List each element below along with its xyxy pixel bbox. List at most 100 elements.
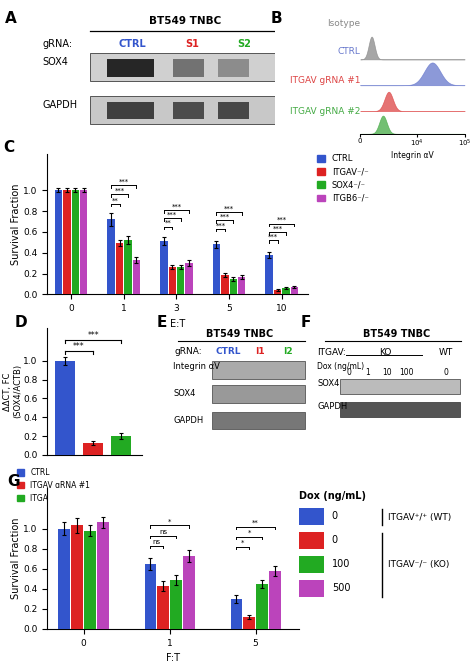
Text: CTRL: CTRL [337, 47, 360, 56]
Text: D: D [14, 315, 27, 330]
Y-axis label: Survival Fraction: Survival Fraction [10, 183, 20, 265]
Bar [291, 287, 298, 294]
Y-axis label: Survival Fraction: Survival Fraction [10, 518, 20, 599]
Bar [299, 579, 323, 597]
Text: **: ** [112, 197, 118, 203]
Text: ***: *** [277, 217, 287, 223]
Text: ***: *** [87, 330, 99, 340]
Text: 100: 100 [400, 369, 414, 377]
Text: E: E [157, 315, 167, 330]
Text: ***: *** [216, 222, 226, 228]
Text: F: F [301, 315, 311, 330]
Text: *: * [241, 540, 245, 546]
Bar [58, 529, 70, 629]
FancyBboxPatch shape [90, 96, 275, 124]
Y-axis label: ΔΔCT, FC
(SOX4/ACTB): ΔΔCT, FC (SOX4/ACTB) [2, 365, 22, 418]
Text: ***: *** [73, 342, 85, 351]
Text: 1: 1 [365, 369, 370, 377]
Bar [185, 263, 193, 294]
X-axis label: E:T: E:T [170, 318, 185, 328]
Text: SOX4: SOX4 [173, 389, 196, 398]
Text: I1: I1 [255, 347, 265, 356]
FancyBboxPatch shape [218, 59, 249, 77]
Text: 500: 500 [332, 583, 350, 593]
Bar [265, 255, 273, 294]
Text: gRNA:: gRNA: [175, 347, 202, 356]
Text: ***: *** [167, 212, 177, 218]
FancyBboxPatch shape [90, 53, 275, 81]
Bar [111, 436, 131, 455]
Bar [238, 277, 246, 294]
Text: GAPDH: GAPDH [173, 415, 204, 425]
Bar [221, 274, 228, 294]
FancyBboxPatch shape [107, 59, 154, 77]
Legend: CTRL, ITGAV gRNA #1, ITGAV gRNA #2: CTRL, ITGAV gRNA #1, ITGAV gRNA #2 [14, 465, 93, 506]
X-axis label: Integrin αV: Integrin αV [391, 151, 434, 160]
Bar [169, 268, 176, 294]
Text: Dox (ng/mL): Dox (ng/mL) [318, 362, 365, 371]
Text: S2: S2 [237, 39, 251, 49]
Text: ITGAV⁺/⁺ (WT): ITGAV⁺/⁺ (WT) [388, 512, 451, 522]
Text: 0: 0 [347, 369, 352, 377]
Text: SOX4: SOX4 [318, 379, 340, 387]
Bar [83, 443, 103, 455]
Bar [72, 190, 79, 294]
Text: GAPDH: GAPDH [43, 100, 78, 110]
X-axis label: F:T: F:T [166, 653, 180, 663]
Bar [55, 361, 75, 455]
Text: ***: *** [118, 179, 129, 185]
Text: BT549 TNBC: BT549 TNBC [149, 16, 221, 26]
Bar [230, 599, 242, 629]
Text: ns: ns [153, 539, 161, 545]
Bar [133, 260, 140, 294]
Bar [63, 190, 71, 294]
Text: *: * [168, 519, 171, 525]
Text: 0: 0 [444, 369, 449, 377]
Text: **: ** [252, 520, 259, 526]
Bar [244, 617, 255, 629]
Text: BT549 TNBC: BT549 TNBC [363, 329, 430, 339]
Text: ***: *** [224, 205, 234, 211]
Bar [256, 583, 268, 629]
Bar [177, 268, 184, 294]
Text: GAPDH: GAPDH [318, 401, 347, 411]
Text: BT549 TNBC: BT549 TNBC [206, 329, 273, 339]
Text: Integrin αV: Integrin αV [173, 362, 220, 371]
Text: KO: KO [380, 348, 392, 357]
Bar [80, 190, 87, 294]
FancyBboxPatch shape [218, 102, 249, 119]
Legend: CTRL, ITGAV⁻/⁻, SOX4⁻/⁻, ITGB6⁻/⁻: CTRL, ITGAV⁻/⁻, SOX4⁻/⁻, ITGB6⁻/⁻ [313, 151, 372, 206]
Text: gRNA:: gRNA: [43, 39, 73, 49]
Bar [170, 579, 182, 629]
Bar [229, 279, 237, 294]
FancyBboxPatch shape [212, 411, 305, 429]
Text: 0: 0 [332, 535, 338, 545]
Text: C: C [3, 140, 14, 155]
Text: SOX4: SOX4 [43, 57, 69, 67]
Text: ***: *** [115, 188, 125, 194]
Bar [299, 508, 323, 525]
FancyBboxPatch shape [173, 59, 204, 77]
Text: CTRL: CTRL [216, 347, 241, 356]
FancyBboxPatch shape [340, 379, 460, 394]
FancyBboxPatch shape [212, 385, 305, 403]
Bar [116, 244, 123, 294]
Text: B: B [271, 11, 283, 26]
Text: **: ** [164, 220, 172, 226]
Bar [157, 586, 169, 629]
Text: Dox (ng/mL): Dox (ng/mL) [299, 491, 365, 501]
Text: ITGAV gRNA #1: ITGAV gRNA #1 [290, 76, 360, 85]
Bar [269, 571, 281, 629]
Text: S1: S1 [185, 39, 199, 49]
Text: ITGAV:: ITGAV: [318, 348, 346, 357]
Text: ns: ns [159, 529, 167, 535]
Text: ITGAV⁻/⁻ (KO): ITGAV⁻/⁻ (KO) [388, 561, 449, 569]
Text: A: A [5, 11, 17, 26]
FancyBboxPatch shape [107, 102, 154, 119]
Bar [55, 190, 62, 294]
FancyBboxPatch shape [212, 361, 305, 379]
Bar [213, 244, 220, 294]
Text: Isotype: Isotype [327, 19, 360, 28]
Bar [299, 556, 323, 573]
Bar [72, 526, 83, 629]
